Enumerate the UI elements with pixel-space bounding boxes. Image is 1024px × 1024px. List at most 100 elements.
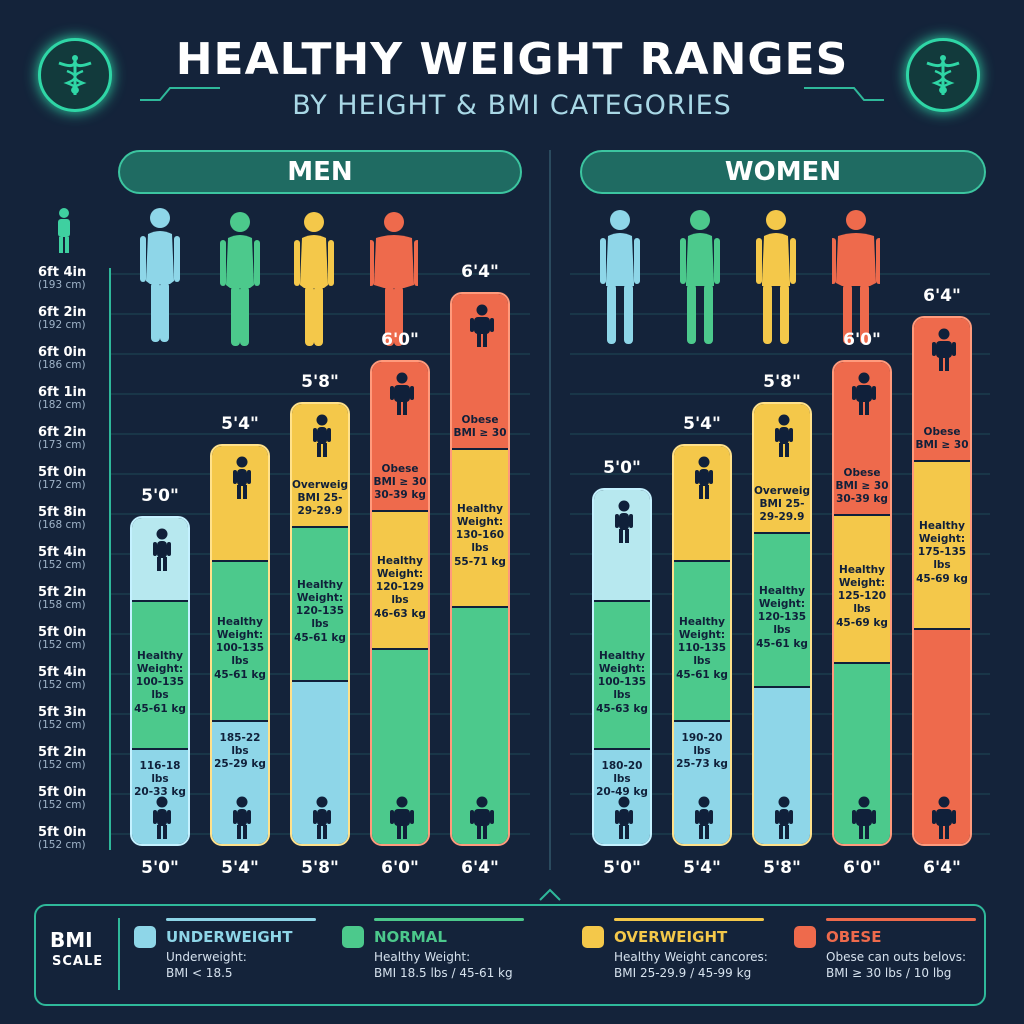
legend-swatch [794, 926, 816, 948]
height-bar: 185-22 lbs 25-29 kg Healthy Weight: 100-135… [210, 444, 270, 846]
bar-bottom-label: 5'0" [603, 858, 641, 878]
bar-segment-underweight [754, 686, 810, 844]
axis-label-ft: 6ft 2in [38, 425, 87, 440]
bar-height-label: 5'4" [683, 414, 721, 434]
person-icon [610, 796, 638, 844]
height-bar: Healthy Weight: 130-160 lbs 55-71 kg Obese BM… [450, 292, 510, 846]
height-bar: 116-18 lbs 20-33 kg Healthy Weight: 100-135… [130, 516, 190, 846]
person-icon [468, 304, 496, 352]
bar-segment-label: 190-20 lbs 25-73 kg [676, 732, 728, 771]
bar-segment-obese: Obese BMI ≥ 30 [452, 294, 508, 448]
height-bar: Healthy Weight: 120-135 lbs 45-61 kg Overwei… [290, 402, 350, 846]
legend-underline [374, 918, 524, 921]
axis-label: 5ft 0in (172 cm) [38, 466, 108, 491]
axis-label-cm: (152 cm) [38, 558, 86, 571]
bar-segment-label: Healthy Weight: 175-135 lbs 45-69 kg [916, 520, 968, 585]
bar-height-label: 5'8" [763, 372, 801, 392]
bar-segment-label: Healthy Weight: 120-135 lbs 45-61 kg [756, 585, 808, 650]
axis-label: 5ft 0in (152 cm) [38, 626, 108, 651]
bar-segment-obese: Obese BMI ≥ 30 30-39 kg [834, 362, 890, 514]
axis-label-cm: (158 cm) [38, 598, 86, 611]
person-icon [930, 328, 958, 376]
axis-label: 5ft 4in (152 cm) [38, 546, 108, 571]
legend-divider [118, 918, 120, 990]
axis-label-cm: (152 cm) [38, 798, 86, 811]
bar-segment-overweight: OverweightBMI 25-29-29.9 [292, 404, 348, 526]
axis-label: 5ft 4in (152 cm) [38, 666, 108, 691]
axis-label-ft: 6ft 0in [38, 345, 87, 360]
bar-height-label: 5'8" [301, 372, 339, 392]
legend-description: BMI ≥ 30 lbs / 10 lbg [826, 966, 952, 980]
legend-description: BMI < 18.5 [166, 966, 233, 980]
axis-label-cm: (186 cm) [38, 358, 86, 371]
bar-segment-label: Healthy Weight: 125-120 lbs 45-69 kg [836, 564, 888, 629]
bar-segment-label: Healthy Weight: 120-129 lbs 46-63 kg [374, 555, 426, 620]
person-icon [850, 796, 878, 844]
male-figure-icon [136, 206, 184, 350]
bar-segment-underweight: 180-20 lbs 20-49 kg [594, 748, 650, 844]
bar-segment-normal: Healthy Weight: 100-135 lbs 45-61 kg [132, 600, 188, 748]
bar-segment-label: Healthy Weight: 100-135 lbs 45-63 kg [596, 650, 648, 715]
men-section-header: MEN [118, 150, 522, 194]
bar-segment-normal: Healthy Weight: 100-135 lbs 45-61 kg [212, 560, 268, 720]
caduceus-icon [38, 38, 112, 112]
bar-segment-label: Healthy Weight: 110-135 lbs 45-61 kg [676, 616, 728, 681]
female-figure-icon [596, 208, 644, 352]
bar-segment-label: 116-18 lbs 20-33 kg [134, 760, 186, 799]
bar-bottom-label: 5'4" [221, 858, 259, 878]
bar-segment-overweight [674, 446, 730, 560]
female-figure-icon [676, 208, 724, 352]
person-icon [770, 414, 798, 462]
legend-underline [826, 918, 976, 921]
axis-label: 6ft 2in (173 cm) [38, 426, 108, 451]
bar-bottom-label: 5'8" [301, 858, 339, 878]
legend-category-name: UNDERWEIGHT [166, 928, 293, 946]
axis-label-cm: (193 cm) [38, 278, 86, 291]
legend-title: BMI [50, 928, 93, 952]
bar-segment-label: Obese BMI ≥ 30 [915, 426, 969, 452]
male-figure-icon [216, 210, 264, 354]
axis-label: 6ft 2in (192 cm) [38, 306, 108, 331]
axis-label-ft: 5ft 3in [38, 705, 87, 720]
bar-segment-underweight: 185-22 lbs 25-29 kg [212, 720, 268, 844]
person-icon [148, 796, 176, 844]
bar-segment-normal: Healthy Weight: 120-135 lbs 45-61 kg [292, 526, 348, 680]
person-icon [690, 796, 718, 844]
axis-label-ft: 5ft 0in [38, 625, 87, 640]
person-icon [770, 796, 798, 844]
legend-swatch [342, 926, 364, 948]
bar-segment-label: Obese BMI ≥ 30 [453, 414, 507, 440]
person-icon [308, 796, 336, 844]
legend-underline [614, 918, 764, 921]
bar-segment-obese [914, 628, 970, 844]
axis-label-ft: 5ft 8in [38, 505, 87, 520]
bar-bottom-label: 6'0" [381, 858, 419, 878]
person-icon [930, 796, 958, 844]
bar-bottom-label: 5'0" [141, 858, 179, 878]
axis-label: 6ft 0in (186 cm) [38, 346, 108, 371]
axis-label: 5ft 8in (168 cm) [38, 506, 108, 531]
bar-bottom-label: 6'0" [843, 858, 881, 878]
caduceus-icon [906, 38, 980, 112]
person-icon [228, 456, 256, 504]
person-icon [58, 208, 70, 253]
legend-subtitle: SCALE [52, 954, 104, 969]
bar-bottom-label: 5'8" [763, 858, 801, 878]
axis-label-cm: (168 cm) [38, 518, 86, 531]
bar-segment-label: Healthy Weight: 120-135 lbs 45-61 kg [294, 579, 346, 644]
male-figure-icon [290, 210, 338, 354]
bar-segment-overweight: Healthy Weight: 120-129 lbs 46-63 kg [372, 510, 428, 648]
axis-label-cm: (152 cm) [38, 758, 86, 771]
bar-height-label: 6'4" [461, 262, 499, 282]
axis-label-ft: 5ft 2in [38, 745, 87, 760]
bar-segment-label: OverweightBMI 25-29-29.9 [292, 479, 349, 518]
bar-height-label: 6'4" [923, 286, 961, 306]
legend-description: BMI 18.5 lbs / 45-61 kg [374, 966, 513, 980]
bar-segment-overweight: OverweightBMI 25-29-29.9 [754, 404, 810, 532]
bar-segment-obese: Obese BMI ≥ 30 30-39 kg [372, 362, 428, 510]
bar-segment-normal: Healthy Weight: 110-135 lbs 45-61 kg [674, 560, 730, 720]
bar-bottom-label: 6'4" [923, 858, 961, 878]
bar-segment-overweight [212, 446, 268, 560]
axis-label-cm: (173 cm) [38, 438, 86, 451]
bar-height-label: 5'0" [603, 458, 641, 478]
